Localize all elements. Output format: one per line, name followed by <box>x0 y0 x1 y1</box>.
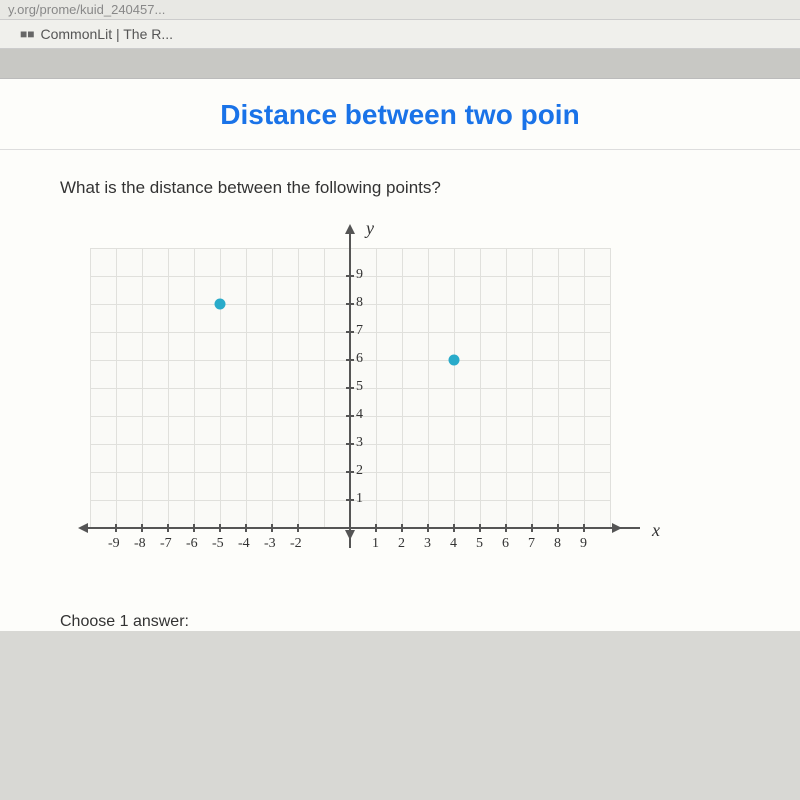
y-tick-label: 2 <box>356 463 363 479</box>
arrow-down-icon <box>345 530 355 540</box>
y-tick-label: 6 <box>356 351 363 367</box>
bookmark-label[interactable]: CommonLit | The R... <box>41 26 174 42</box>
y-axis-label: y <box>366 218 374 239</box>
x-tick-label: 9 <box>580 536 587 552</box>
x-axis-label: x <box>652 520 660 541</box>
y-tick-label: 7 <box>356 323 363 339</box>
choose-prompt: Choose 1 answer: <box>0 588 800 631</box>
y-tick-label: 8 <box>356 295 363 311</box>
x-axis <box>80 527 640 529</box>
y-tick-label: 5 <box>356 379 363 395</box>
x-tick-label: 5 <box>476 536 483 552</box>
y-tick-label: 3 <box>356 435 363 451</box>
x-tick-label: -4 <box>238 536 250 552</box>
url-bar: y.org/prome/kuid_240457... <box>0 0 800 20</box>
x-tick-label: 1 <box>372 536 379 552</box>
url-text: y.org/prome/kuid_240457... <box>8 2 165 17</box>
x-tick-label: 8 <box>554 536 561 552</box>
x-tick-label: -3 <box>264 536 276 552</box>
x-tick-label: -5 <box>212 536 224 552</box>
x-tick-label: -7 <box>160 536 172 552</box>
question-text: What is the distance between the followi… <box>60 178 760 198</box>
x-tick-label: -6 <box>186 536 198 552</box>
arrow-right-icon <box>612 523 622 533</box>
arrow-left-icon <box>78 523 88 533</box>
x-tick-label: 6 <box>502 536 509 552</box>
question-area: What is the distance between the followi… <box>0 150 800 588</box>
page-title: Distance between two poin <box>0 79 800 150</box>
tab-strip <box>0 49 800 79</box>
plotted-point <box>449 355 460 366</box>
x-tick-label: -9 <box>108 536 120 552</box>
y-tick-label: 1 <box>356 491 363 507</box>
y-tick-label: 9 <box>356 267 363 283</box>
plotted-point <box>215 299 226 310</box>
x-tick-label: 7 <box>528 536 535 552</box>
arrow-up-icon <box>345 224 355 234</box>
content-area: Distance between two poin What is the di… <box>0 79 800 631</box>
coordinate-graph: y x 123456789-9-8-7-6-5-4-3-2123456789 <box>80 218 640 578</box>
y-tick-label: 4 <box>356 407 363 423</box>
x-tick-label: 3 <box>424 536 431 552</box>
x-tick-label: 4 <box>450 536 457 552</box>
x-tick-label: 2 <box>398 536 405 552</box>
bookmarks-bar: ■■ CommonLit | The R... <box>0 20 800 49</box>
x-tick-label: -2 <box>290 536 302 552</box>
x-tick-label: -8 <box>134 536 146 552</box>
bookmark-icon: ■■ <box>20 27 35 41</box>
